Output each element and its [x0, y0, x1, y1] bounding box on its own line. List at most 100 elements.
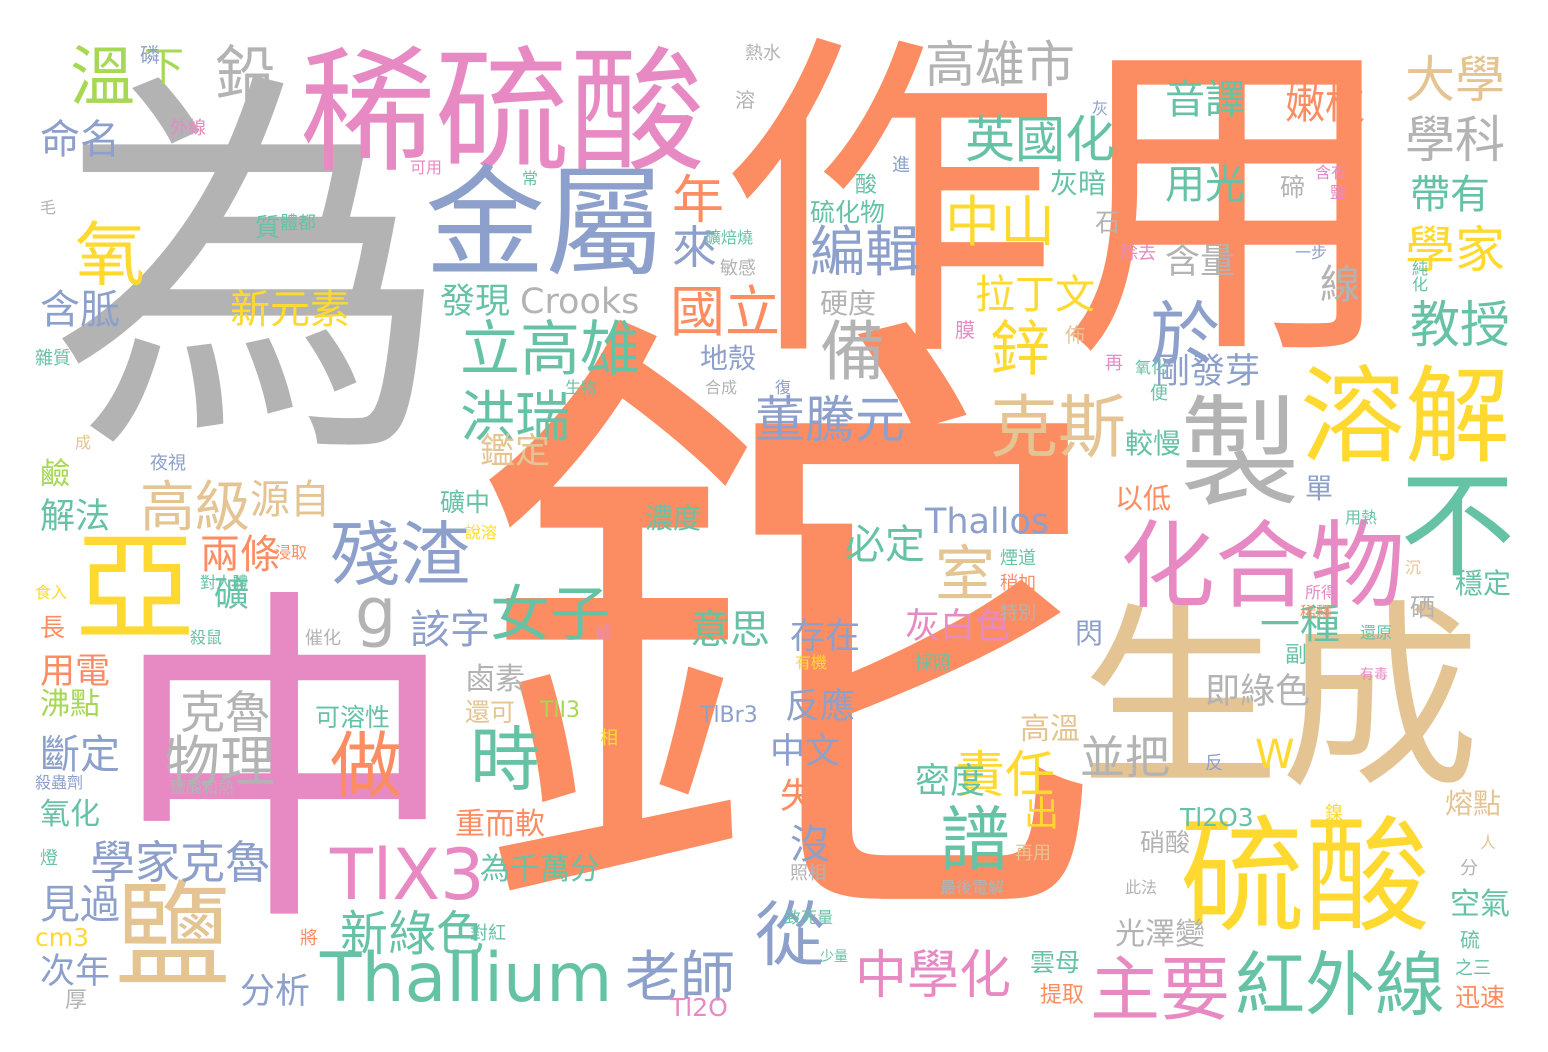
cloud-word: 拉丁文	[975, 272, 1095, 318]
cloud-word: W	[1255, 732, 1295, 778]
cloud-word: 必定	[845, 522, 925, 568]
cloud-word: 碲	[1280, 173, 1306, 202]
cloud-word: 可溶性	[315, 703, 391, 732]
cloud-word: 用光	[1165, 162, 1245, 208]
cloud-word: 含有	[1315, 163, 1348, 182]
cloud-word: 出	[1018, 795, 1058, 830]
cloud-word: 有機	[795, 653, 828, 672]
cloud-word: Thallos	[925, 502, 1050, 542]
cloud-word: 不	[1400, 460, 1516, 594]
cloud-word: cm3	[35, 923, 90, 952]
cloud-word: 學家克魯	[90, 836, 271, 889]
cloud-word: 密度	[915, 762, 986, 802]
cloud-word: 該字	[410, 607, 490, 653]
cloud-word: 殘渣	[330, 514, 470, 596]
cloud-word: 催化	[305, 628, 341, 649]
cloud-word: 空氣	[1450, 887, 1510, 922]
cloud-word: 編輯	[810, 220, 921, 284]
cloud-word: 長	[40, 613, 66, 642]
cloud-word: 灰	[1089, 100, 1108, 116]
cloud-word: 帶有	[1410, 172, 1490, 218]
cloud-word: 做	[330, 724, 403, 808]
cloud-word: 主要	[1090, 949, 1230, 1031]
cloud-word: 雲母	[1030, 948, 1081, 977]
cloud-word: 硫化物	[810, 198, 886, 227]
cloud-word: 音譯	[1165, 77, 1245, 123]
cloud-word: 責任	[955, 746, 1055, 804]
cloud-word: 硬度	[820, 287, 877, 320]
cloud-word: 毛	[40, 198, 57, 217]
cloud-word: 閃	[1075, 617, 1104, 650]
cloud-word: 稍加	[1000, 573, 1036, 594]
cloud-word: 礦焙燒	[705, 228, 754, 247]
cloud-word: 中	[110, 561, 460, 969]
cloud-word: 礦中	[440, 488, 491, 517]
cloud-word: Tl2O	[670, 993, 728, 1022]
cloud-word: 英國化	[965, 111, 1115, 169]
cloud-word: 含量	[1165, 242, 1236, 282]
cloud-word: 石	[1095, 208, 1121, 237]
cloud-word: 於	[1150, 294, 1220, 376]
cloud-word: 氧化	[40, 797, 100, 832]
cloud-word: 兩條	[200, 532, 280, 578]
cloud-word: 鹽酸和熱	[170, 778, 235, 797]
cloud-word: 穩定	[1455, 567, 1512, 600]
cloud-word: 時	[470, 719, 540, 801]
cloud-word: 地殼	[700, 342, 757, 375]
cloud-word: 純化	[1409, 260, 1428, 292]
cloud-word: 溶	[735, 88, 755, 112]
cloud-word: 之三	[1455, 958, 1491, 979]
cloud-word: TlX3	[330, 834, 485, 916]
cloud-word: 最後電解	[940, 878, 1005, 897]
cloud-word: 特別	[1000, 603, 1036, 624]
cloud-word: 礦	[208, 575, 248, 610]
cloud-word: 中學化	[855, 946, 1012, 1006]
cloud-word: 燈	[40, 848, 58, 869]
cloud-word: 新元素	[230, 287, 350, 333]
cloud-word: 稀釋	[1300, 603, 1333, 622]
cloud-word: 含胝	[40, 287, 120, 333]
cloud-word: 分析	[240, 972, 311, 1012]
cloud-word: 解法	[40, 497, 111, 537]
cloud-word: 氧	[75, 214, 145, 296]
cloud-word: 外線	[170, 118, 206, 139]
cloud-word: 硒	[1410, 593, 1436, 622]
cloud-word: 命名	[40, 117, 120, 163]
cloud-word: 單	[1305, 472, 1334, 505]
cloud-word: 發現	[440, 282, 511, 322]
cloud-word: 物理	[165, 730, 276, 794]
cloud-word: 還原	[1360, 623, 1393, 642]
cloud-word: 作用	[720, 7, 1400, 403]
cloud-word: 質	[255, 213, 281, 242]
cloud-word: 見過	[40, 882, 120, 928]
cloud-word: 致死量	[785, 908, 834, 927]
cloud-word: 亞	[75, 520, 195, 659]
cloud-word: 復	[775, 378, 792, 397]
cloud-word: 意思	[690, 607, 770, 653]
cloud-word: 常	[519, 170, 538, 186]
cloud-word: 線	[1320, 262, 1360, 308]
cloud-word: 對紅	[470, 923, 506, 944]
cloud-word: 人	[1480, 833, 1497, 852]
cloud-word: 失去	[780, 777, 851, 817]
cloud-word: 照相	[790, 863, 826, 884]
cloud-word: 沉	[1405, 558, 1422, 577]
cloud-word: 硝酸	[1140, 828, 1191, 857]
cloud-word: 鑑定	[480, 432, 551, 472]
cloud-word: 立高雄	[460, 315, 640, 385]
cloud-word: 有毒	[1360, 667, 1388, 683]
cloud-word: 溶解	[1300, 356, 1511, 478]
cloud-word: 可用	[410, 158, 443, 177]
cloud-word: 沸點	[40, 687, 100, 722]
cloud-word: 灰暗	[1050, 167, 1107, 200]
cloud-word: 光澤變	[1115, 917, 1205, 952]
cloud-word: 董騰元	[755, 391, 905, 449]
cloud-word: 佈	[1065, 323, 1085, 347]
cloud-word: 相	[600, 728, 618, 749]
cloud-word: TlBr3	[700, 703, 758, 728]
cloud-word: 生成	[1080, 583, 1481, 816]
cloud-word: 金屬	[425, 155, 665, 294]
cloud-word: 下	[137, 45, 183, 85]
cloud-word: 斷定	[40, 732, 120, 778]
cloud-word: 採照	[915, 653, 951, 674]
